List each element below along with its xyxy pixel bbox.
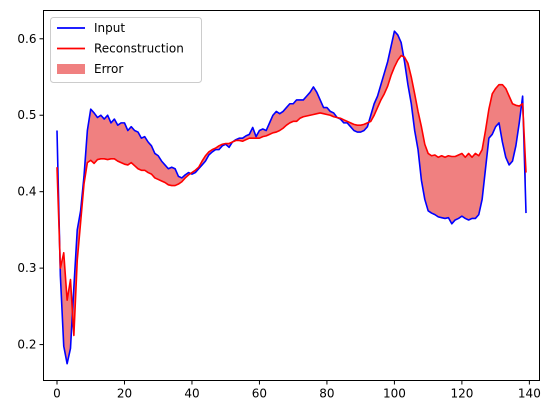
series-line-reconstruction (56, 54, 527, 337)
x-tick-label: 40 (184, 387, 199, 401)
x-tick-label: 140 (518, 387, 541, 401)
error-area (57, 31, 526, 364)
y-axis: 0.2 0.3 0.4 0.5 0.6 (17, 32, 44, 352)
y-tick-label: 0.6 (17, 32, 36, 46)
series-lines-layer (56, 30, 527, 365)
error-fill-layer (57, 31, 526, 364)
y-tick-label: 0.3 (17, 261, 36, 275)
series-line-input (56, 30, 527, 365)
x-tick-label: 60 (252, 387, 267, 401)
y-tick-label: 0.4 (17, 185, 36, 199)
legend-label-input: Input (94, 21, 125, 35)
x-tick-label: 20 (117, 387, 132, 401)
legend-label-error: Error (94, 62, 123, 76)
x-tick-label: 80 (319, 387, 334, 401)
legend-swatch-error (57, 64, 85, 74)
y-tick-label: 0.5 (17, 108, 36, 122)
y-tick-label: 0.2 (17, 338, 36, 352)
legend-label-reconstruction: Reconstruction (94, 42, 184, 56)
x-tick-label: 100 (383, 387, 406, 401)
plot-frame (43, 10, 540, 381)
x-tick-label: 0 (53, 387, 61, 401)
legend-box (50, 17, 202, 83)
x-axis: 0 20 40 60 80 100 120 140 (53, 380, 541, 401)
legend: Input Reconstruction Error (50, 17, 202, 83)
x-tick-label: 120 (450, 387, 473, 401)
